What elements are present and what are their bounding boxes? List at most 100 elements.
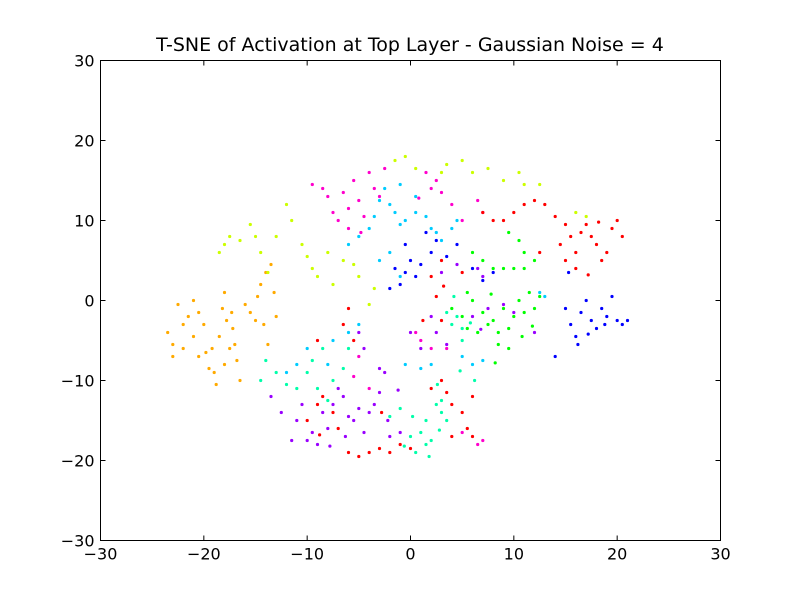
data-point	[346, 346, 351, 351]
data-point	[584, 298, 588, 303]
data-point	[176, 302, 180, 307]
data-point	[388, 414, 392, 419]
data-point	[434, 294, 438, 299]
data-point	[414, 166, 418, 171]
data-point	[321, 346, 325, 351]
data-point	[507, 326, 511, 331]
data-point	[481, 274, 485, 279]
data-point	[315, 274, 320, 279]
data-point	[429, 186, 433, 191]
data-point	[305, 438, 309, 443]
data-point	[476, 442, 480, 447]
data-point	[269, 262, 273, 267]
data-point	[445, 310, 449, 315]
data-point	[615, 218, 619, 223]
data-point	[202, 322, 206, 327]
data-point	[553, 214, 557, 219]
data-point	[470, 298, 475, 303]
data-point	[225, 318, 229, 323]
data-point	[491, 270, 495, 275]
data-point	[166, 330, 170, 335]
data-point	[300, 402, 304, 407]
data-point	[402, 444, 406, 448]
y-tick-label: 30	[74, 52, 94, 71]
data-point	[445, 390, 449, 395]
data-point	[377, 366, 382, 371]
data-point	[429, 362, 433, 367]
data-point	[594, 326, 599, 331]
data-point	[434, 178, 438, 183]
data-point	[576, 342, 580, 347]
data-point	[532, 306, 537, 311]
data-point	[346, 206, 351, 211]
data-point	[429, 274, 433, 279]
data-point	[377, 446, 382, 451]
data-point	[336, 218, 340, 223]
data-point	[388, 450, 392, 455]
data-point	[460, 314, 464, 319]
data-point	[532, 258, 537, 263]
data-point	[543, 294, 547, 299]
data-point	[476, 198, 480, 203]
data-point	[377, 198, 382, 203]
data-point	[439, 258, 444, 263]
data-point	[295, 418, 299, 423]
data-point	[439, 378, 444, 383]
data-point	[259, 250, 263, 255]
data-point	[620, 234, 624, 239]
data-point	[586, 332, 590, 336]
data-point	[398, 442, 402, 447]
data-point	[434, 330, 438, 335]
data-point	[262, 322, 266, 327]
data-point	[341, 394, 345, 399]
data-point	[465, 326, 469, 331]
x-tick-label: −10	[290, 545, 324, 564]
data-point	[574, 266, 578, 271]
data-point	[357, 454, 361, 459]
data-point	[584, 214, 588, 219]
data-point	[315, 386, 320, 391]
data-point	[455, 242, 459, 247]
data-point	[231, 326, 235, 331]
data-point	[603, 322, 607, 327]
x-tick-label: −30	[84, 545, 118, 564]
data-point	[507, 230, 511, 235]
data-point	[460, 430, 464, 435]
data-point	[455, 218, 459, 223]
data-point	[372, 286, 376, 291]
data-point	[362, 214, 366, 219]
data-point	[186, 314, 190, 319]
data-point	[398, 182, 402, 187]
data-point	[266, 270, 270, 275]
data-point	[491, 218, 495, 223]
data-point	[496, 342, 500, 347]
data-point	[357, 274, 361, 279]
data-point	[458, 369, 462, 373]
data-point	[470, 250, 475, 255]
data-point	[248, 310, 252, 315]
data-point	[326, 362, 330, 367]
data-point	[479, 327, 483, 331]
data-point	[274, 370, 278, 375]
data-point	[489, 292, 493, 296]
data-point	[377, 390, 382, 395]
data-point	[383, 370, 387, 375]
data-point	[481, 210, 485, 215]
data-point	[352, 374, 356, 379]
data-point	[419, 262, 423, 267]
data-point	[331, 338, 335, 343]
data-point	[357, 322, 361, 327]
data-point	[434, 238, 438, 243]
data-point	[481, 278, 485, 283]
data-point	[538, 294, 542, 299]
data-point	[331, 210, 335, 215]
data-point	[220, 306, 224, 311]
data-point	[336, 426, 340, 431]
data-point	[181, 322, 185, 327]
data-point	[346, 242, 351, 247]
data-point	[437, 428, 441, 432]
data-point	[315, 442, 320, 447]
data-point	[439, 190, 444, 195]
data-point	[532, 198, 537, 203]
data-point	[470, 434, 475, 439]
